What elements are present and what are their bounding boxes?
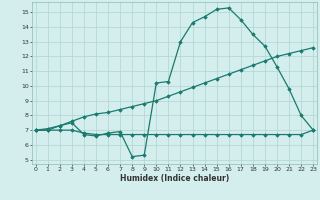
X-axis label: Humidex (Indice chaleur): Humidex (Indice chaleur) (120, 174, 229, 183)
